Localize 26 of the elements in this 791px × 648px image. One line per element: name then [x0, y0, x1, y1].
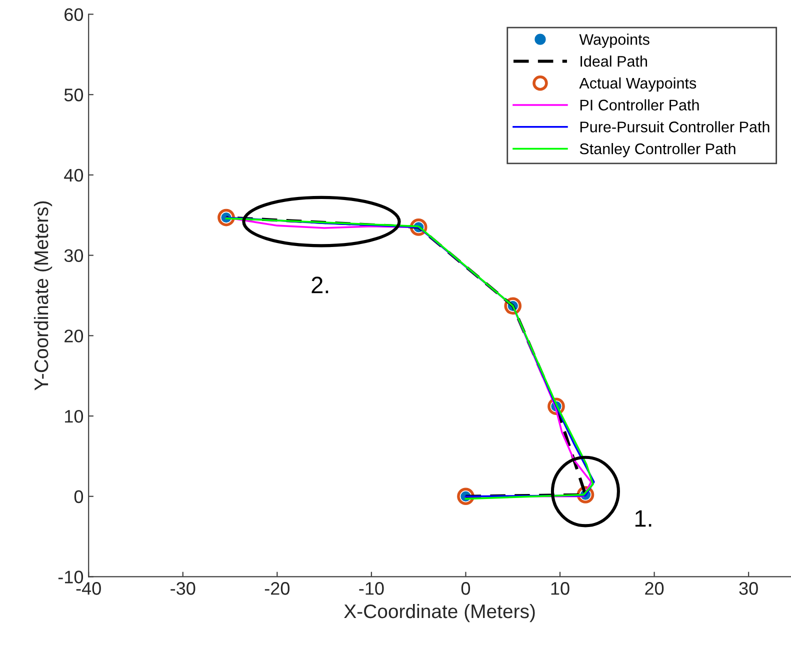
- legend-label: Waypoints: [579, 34, 650, 48]
- y-tick-label: 50: [64, 88, 84, 102]
- y-tick-label: 0: [74, 490, 84, 504]
- x-tick-label: -40: [76, 582, 101, 595]
- x-tick-label: -20: [264, 582, 290, 595]
- y-axis-title: Y-Coordinate (Meters): [34, 201, 52, 390]
- y-tick-label: 30: [64, 249, 84, 262]
- y-tick-label: 60: [64, 8, 84, 21]
- x-axis-title: X-Coordinate (Meters): [344, 604, 535, 622]
- legend-label: Actual Waypoints: [579, 77, 696, 92]
- y-tick-label: 10: [65, 410, 84, 423]
- legend-label: Pure-Pursuit Controller Path: [580, 121, 770, 132]
- x-tick-label: 30: [739, 582, 758, 595]
- x-tick-label: 0: [461, 582, 470, 595]
- y-tick-label: 40: [64, 168, 84, 182]
- legend-label: Ideal Path: [580, 56, 647, 67]
- x-tick-label: -30: [170, 582, 196, 595]
- legend-label: Stanley Controller Path: [580, 143, 736, 158]
- legend-label: PI Controller Path: [580, 99, 699, 110]
- y-tick-label: 20: [64, 330, 84, 342]
- y-tick-label: -10: [58, 570, 84, 584]
- x-tick-label: 20: [645, 582, 664, 595]
- annotation: 2.: [312, 276, 328, 294]
- x-tick-label: 10: [551, 582, 570, 595]
- annotation: 1.: [635, 510, 652, 527]
- x-tick-label: -10: [359, 582, 384, 595]
